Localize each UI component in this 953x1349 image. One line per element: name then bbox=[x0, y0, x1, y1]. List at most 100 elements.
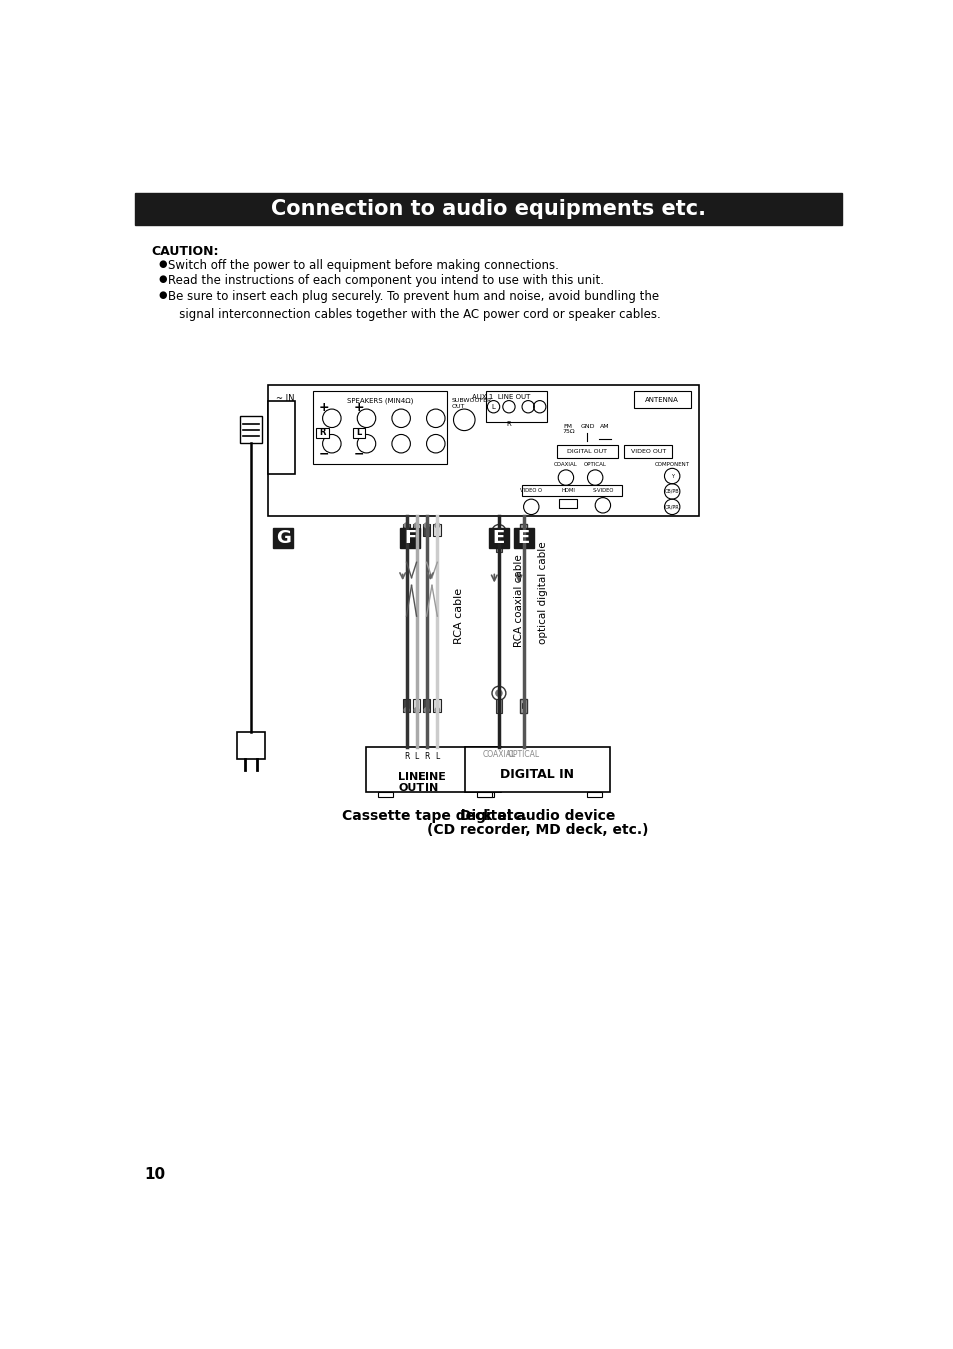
Text: RCA coaxial cable: RCA coaxial cable bbox=[514, 554, 524, 648]
Bar bbox=[557, 445, 618, 457]
Circle shape bbox=[404, 708, 409, 712]
Bar bbox=[521, 527, 524, 533]
Text: Be sure to insert each plug securely. To prevent hum and noise, avoid bundling t: Be sure to insert each plug securely. To… bbox=[168, 290, 659, 321]
Text: E: E bbox=[493, 529, 504, 546]
Text: L: L bbox=[355, 429, 361, 437]
Text: COMPONENT: COMPONENT bbox=[654, 463, 689, 467]
Bar bbox=[558, 499, 577, 509]
Circle shape bbox=[404, 523, 409, 527]
Circle shape bbox=[424, 708, 429, 712]
Text: S-VIDEO: S-VIDEO bbox=[592, 488, 613, 494]
Bar bbox=[274, 527, 293, 548]
Text: DIGITAL IN: DIGITAL IN bbox=[500, 768, 574, 781]
Text: Connection to audio equipments etc.: Connection to audio equipments etc. bbox=[272, 198, 705, 219]
Bar bbox=[413, 699, 420, 712]
Text: (CD recorder, MD deck, etc.): (CD recorder, MD deck, etc.) bbox=[426, 823, 647, 836]
Text: VIDEO OUT: VIDEO OUT bbox=[630, 449, 665, 453]
Circle shape bbox=[414, 523, 418, 527]
Bar bbox=[377, 792, 393, 797]
Text: AUX 1  LINE OUT: AUX 1 LINE OUT bbox=[472, 394, 530, 401]
Text: Read the instructions of each component you intend to use with this unit.: Read the instructions of each component … bbox=[168, 274, 603, 287]
Text: −: − bbox=[354, 448, 364, 461]
Text: CAUTION:: CAUTION: bbox=[151, 246, 218, 258]
Text: ●: ● bbox=[158, 259, 167, 268]
Text: F: F bbox=[404, 529, 416, 546]
Bar bbox=[135, 193, 841, 225]
Text: SUBWOOFER
OUT: SUBWOOFER OUT bbox=[451, 398, 491, 409]
Text: optical digital cable: optical digital cable bbox=[537, 542, 548, 645]
Text: GND: GND bbox=[579, 424, 594, 429]
Bar bbox=[485, 391, 547, 422]
Text: R: R bbox=[319, 429, 326, 437]
Circle shape bbox=[435, 708, 439, 712]
Text: E: E bbox=[517, 529, 529, 546]
Text: G: G bbox=[275, 529, 291, 546]
Text: Cassette tape deck etc.: Cassette tape deck etc. bbox=[341, 808, 526, 823]
Bar bbox=[413, 523, 420, 536]
Bar bbox=[237, 731, 265, 758]
Bar bbox=[496, 538, 501, 552]
Bar bbox=[521, 703, 524, 708]
Bar bbox=[268, 386, 699, 517]
Circle shape bbox=[496, 529, 501, 534]
Bar bbox=[496, 699, 501, 714]
Text: COAXIAL: COAXIAL bbox=[554, 463, 578, 467]
Text: +: + bbox=[354, 401, 364, 414]
Text: VIDEO O: VIDEO O bbox=[519, 488, 541, 494]
Bar bbox=[316, 428, 329, 438]
Text: L: L bbox=[435, 751, 439, 761]
Bar bbox=[476, 792, 492, 797]
Text: LINE
OUT: LINE OUT bbox=[397, 772, 425, 792]
Text: FM
75Ω: FM 75Ω bbox=[561, 424, 574, 434]
Text: OPTICAL: OPTICAL bbox=[507, 750, 539, 759]
Bar bbox=[586, 792, 601, 797]
Text: ●: ● bbox=[158, 274, 167, 285]
Bar bbox=[422, 699, 430, 712]
Text: R: R bbox=[403, 751, 409, 761]
Bar bbox=[633, 391, 691, 409]
Bar bbox=[513, 527, 533, 548]
Bar bbox=[433, 523, 440, 536]
Circle shape bbox=[424, 523, 429, 527]
Bar bbox=[240, 415, 261, 442]
Text: CR/PR: CR/PR bbox=[664, 505, 679, 510]
Text: +: + bbox=[318, 401, 329, 414]
Circle shape bbox=[435, 523, 439, 527]
Text: COAXIAL: COAXIAL bbox=[482, 750, 515, 759]
Bar bbox=[313, 391, 447, 464]
Text: ANTENNA: ANTENNA bbox=[644, 397, 679, 403]
Bar bbox=[400, 527, 420, 548]
Bar bbox=[488, 527, 508, 548]
Bar bbox=[477, 792, 493, 797]
Bar bbox=[624, 445, 672, 457]
Text: L: L bbox=[491, 403, 495, 410]
Bar bbox=[521, 486, 621, 496]
Text: L: L bbox=[414, 751, 418, 761]
Bar bbox=[402, 523, 410, 536]
Circle shape bbox=[496, 691, 501, 696]
Text: SPEAKERS (MIN4Ω): SPEAKERS (MIN4Ω) bbox=[347, 398, 413, 403]
Bar bbox=[366, 747, 500, 792]
Text: R: R bbox=[506, 421, 511, 426]
Bar bbox=[464, 747, 609, 792]
Text: R: R bbox=[423, 751, 429, 761]
Text: CB/PB: CB/PB bbox=[664, 488, 679, 494]
Bar bbox=[268, 401, 294, 473]
Bar bbox=[353, 428, 365, 438]
Text: HDMI: HDMI bbox=[560, 488, 575, 494]
Bar bbox=[402, 699, 410, 712]
Circle shape bbox=[414, 708, 418, 712]
Text: OPTICAL: OPTICAL bbox=[583, 463, 606, 467]
Bar bbox=[519, 699, 527, 714]
Text: DIGITAL OUT: DIGITAL OUT bbox=[567, 449, 607, 453]
Bar bbox=[519, 523, 527, 538]
Text: Digital audio device: Digital audio device bbox=[459, 808, 615, 823]
Bar bbox=[422, 523, 430, 536]
Bar bbox=[433, 699, 440, 712]
Text: −: − bbox=[318, 448, 329, 461]
Text: AM: AM bbox=[599, 424, 609, 429]
Text: Switch off the power to all equipment before making connections.: Switch off the power to all equipment be… bbox=[168, 259, 558, 272]
Text: ~ IN: ~ IN bbox=[275, 394, 294, 403]
Text: ●: ● bbox=[158, 290, 167, 299]
Text: Y: Y bbox=[670, 473, 673, 479]
